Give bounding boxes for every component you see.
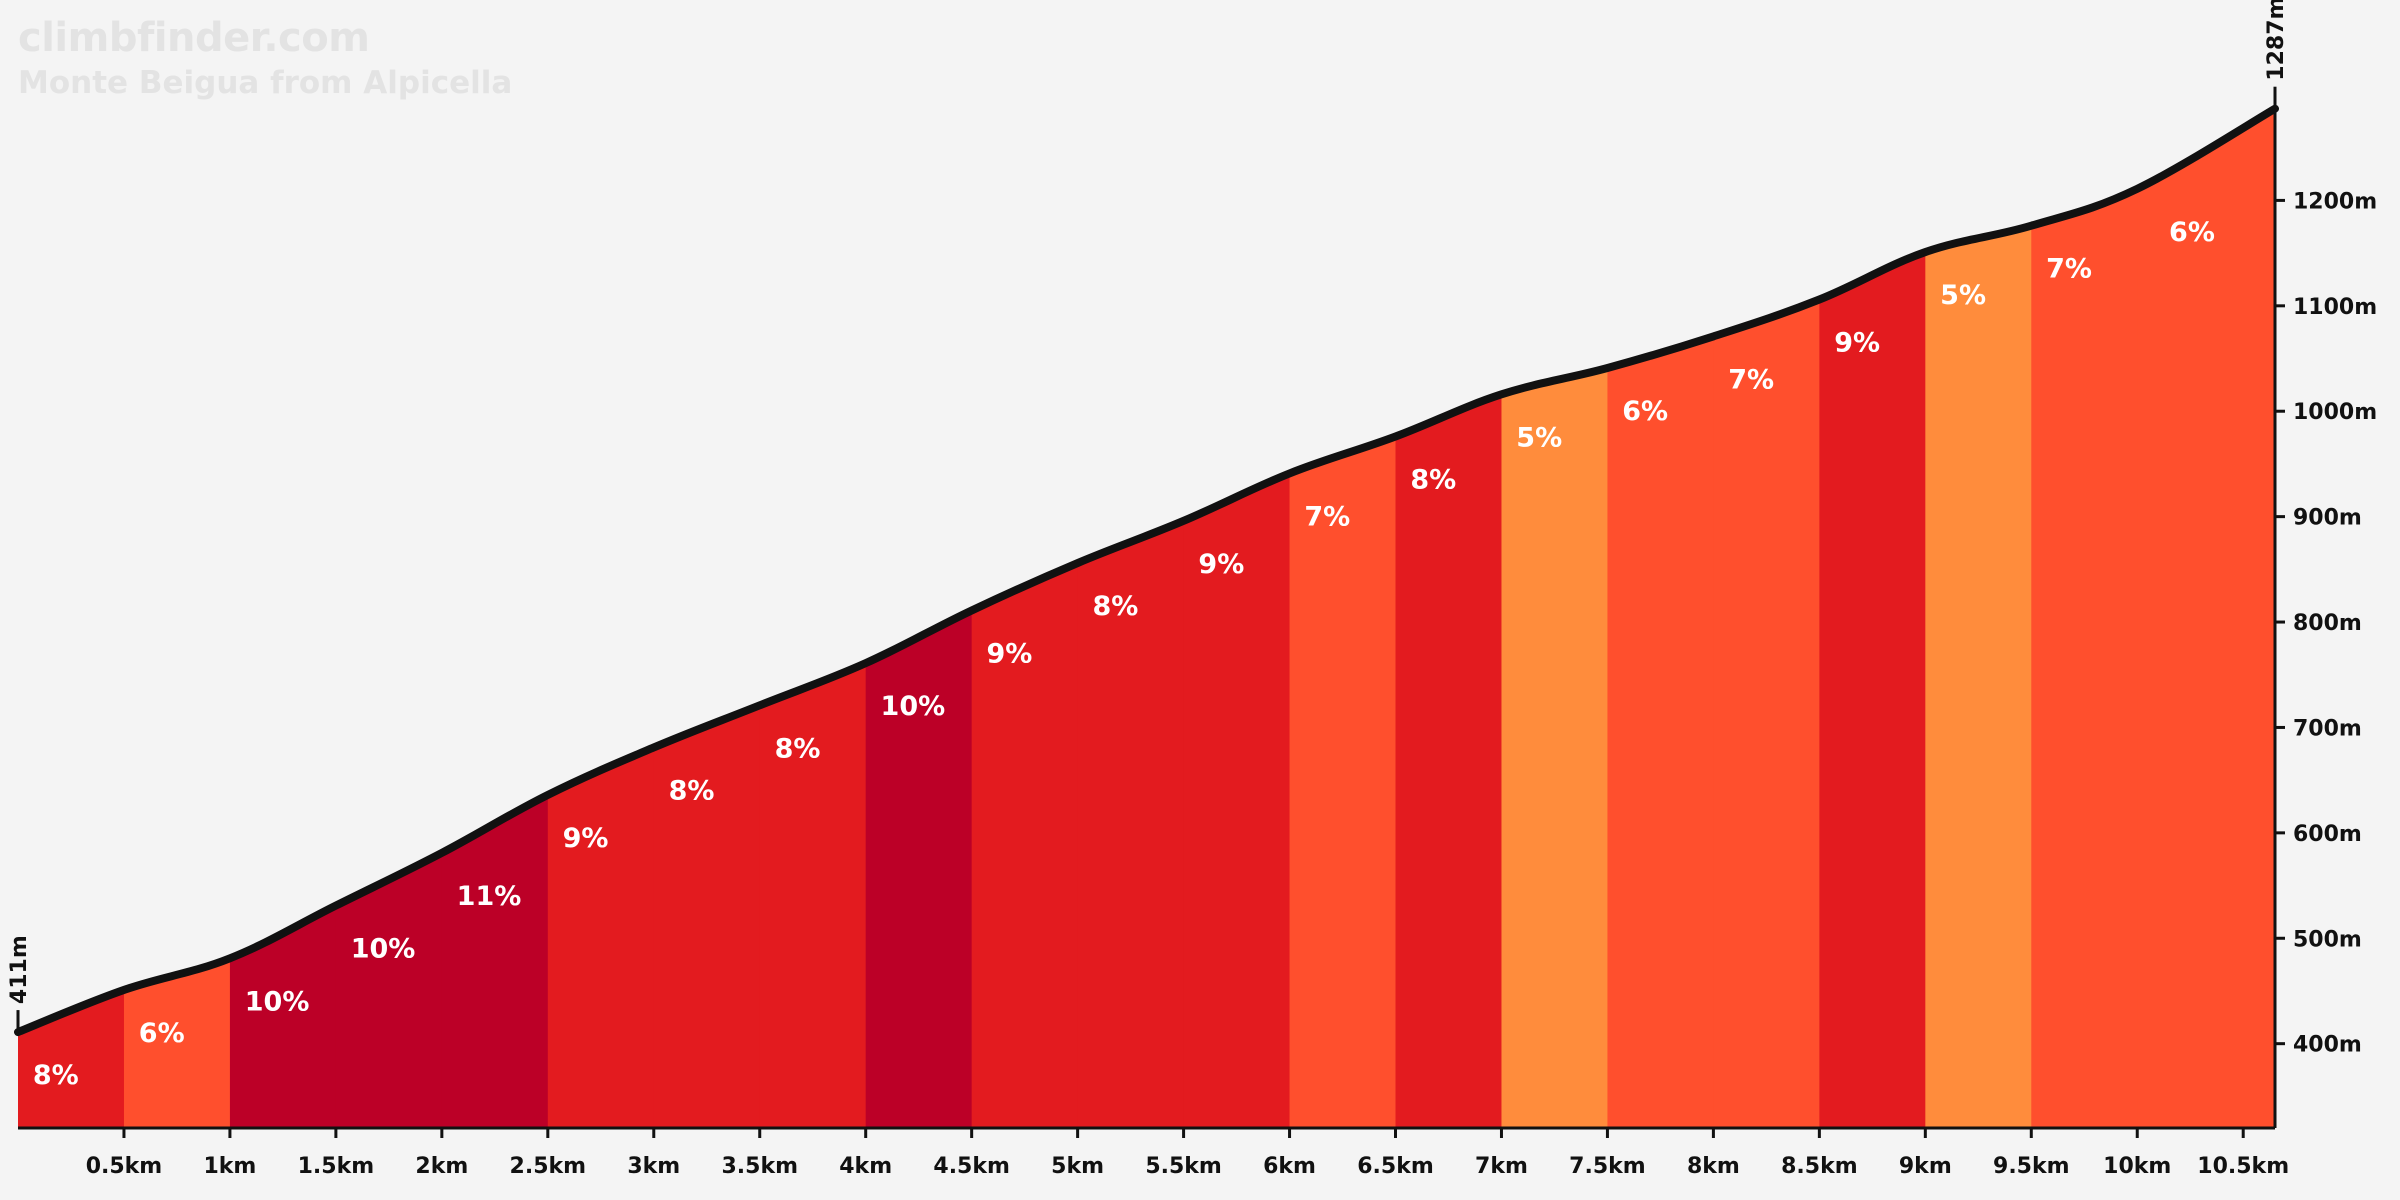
end-elevation-label: 1287m bbox=[2264, 0, 2289, 81]
grade-segment-7 bbox=[653, 108, 761, 1128]
x-tick-label: 6km bbox=[1263, 1154, 1316, 1179]
labels: 411m 1287m 8% 6% 10% 10% 11% 9% 8% 8% 10% 9% 8% 9% 7% 8… bbox=[7, 0, 2289, 1091]
grade-segment-4 bbox=[335, 108, 443, 1128]
y-tick-label: 500m bbox=[2293, 927, 2362, 952]
start-elevation-label: 411m bbox=[7, 935, 32, 1004]
grade-segment-3 bbox=[229, 108, 337, 1128]
grade-segment-8 bbox=[759, 108, 867, 1128]
x-tick-label: 8km bbox=[1687, 1154, 1740, 1179]
grade-label: 10% bbox=[245, 986, 310, 1017]
grade-segment-17 bbox=[1713, 108, 1820, 1128]
y-tick-label: 700m bbox=[2293, 716, 2362, 741]
grade-label: 8% bbox=[775, 733, 821, 764]
grade-segment-2 bbox=[123, 108, 231, 1128]
grade-label: 7% bbox=[1304, 501, 1350, 532]
grade-label: 7% bbox=[2046, 254, 2092, 285]
x-tick-label: 8.5km bbox=[1781, 1154, 1858, 1179]
x-tick-label: 9km bbox=[1899, 1154, 1952, 1179]
grade-segment-18 bbox=[1819, 108, 1926, 1128]
grade-segment-21 bbox=[2137, 108, 2275, 1128]
y-tick-label: 1100m bbox=[2293, 295, 2377, 320]
grade-label: 8% bbox=[33, 1060, 79, 1091]
grade-segment-16 bbox=[1607, 108, 1714, 1128]
grade-label: 10% bbox=[881, 691, 946, 722]
y-tick-label: 1000m bbox=[2293, 400, 2377, 425]
y-tick-label: 800m bbox=[2293, 611, 2362, 636]
grade-label: 5% bbox=[1516, 422, 1562, 453]
x-tick-label: 1.5km bbox=[298, 1154, 375, 1179]
grade-segment-14 bbox=[1395, 108, 1502, 1128]
x-tick-label: 10km bbox=[2103, 1154, 2171, 1179]
profile-line bbox=[14, 104, 2279, 1037]
y-tick-label: 1200m bbox=[2293, 189, 2377, 214]
grade-label: 9% bbox=[563, 823, 609, 854]
axes: 0.5km 1km 1.5km 2km 2.5km 3km 3.5km 4km 4.5km 5km… bbox=[18, 90, 2377, 1179]
grade-label: 9% bbox=[1198, 549, 1244, 580]
grade-segment-12 bbox=[1183, 108, 1291, 1128]
grade-segment-19 bbox=[1925, 108, 2032, 1128]
x-tick-label: 5.5km bbox=[1145, 1154, 1222, 1179]
climb-title: Monte Beigua from Alpicella bbox=[18, 65, 513, 101]
x-tick-label: 2km bbox=[415, 1154, 468, 1179]
profile-line-group bbox=[14, 104, 2279, 1037]
grade-label: 8% bbox=[669, 775, 715, 806]
grade-label: 8% bbox=[1092, 591, 1138, 622]
y-tick-label: 900m bbox=[2293, 506, 2362, 531]
grade-label: 5% bbox=[1940, 280, 1986, 311]
x-tick-label: 9.5km bbox=[1993, 1154, 2070, 1179]
x-tick-label: 6.5km bbox=[1357, 1154, 1434, 1179]
grade-segment-15 bbox=[1501, 108, 1608, 1128]
x-tick-label: 3km bbox=[627, 1154, 680, 1179]
x-tick-label: 3.5km bbox=[721, 1154, 798, 1179]
grade-label: 11% bbox=[457, 881, 522, 912]
grade-segment-9 bbox=[865, 108, 973, 1128]
grade-label: 9% bbox=[1834, 327, 1880, 358]
y-tick-label: 600m bbox=[2293, 822, 2362, 847]
grade-label: 8% bbox=[1410, 465, 1456, 496]
y-tick-label: 400m bbox=[2293, 1033, 2362, 1058]
grade-label: 6% bbox=[139, 1018, 185, 1049]
x-tick-label: 10.5km bbox=[2197, 1154, 2289, 1179]
x-tick-label: 4km bbox=[839, 1154, 892, 1179]
x-tick-label: 1km bbox=[203, 1154, 256, 1179]
grade-segments bbox=[18, 108, 2275, 1128]
x-tick-label: 7km bbox=[1475, 1154, 1528, 1179]
x-tick-label: 7.5km bbox=[1569, 1154, 1646, 1179]
watermark: climbfinder.com Monte Beigua from Alpice… bbox=[18, 18, 512, 99]
grade-label: 10% bbox=[351, 934, 416, 965]
site-name: climbfinder.com bbox=[18, 15, 370, 61]
grade-label: 7% bbox=[1728, 364, 1774, 395]
grade-segment-1 bbox=[18, 108, 125, 1128]
x-tick-label: 5km bbox=[1051, 1154, 1104, 1179]
grade-segment-5 bbox=[441, 108, 549, 1128]
grade-label: 6% bbox=[1622, 396, 1668, 427]
grade-segment-13 bbox=[1289, 108, 1397, 1128]
x-tick-label: 0.5km bbox=[86, 1154, 163, 1179]
x-tick-label: 2.5km bbox=[510, 1154, 587, 1179]
grade-label: 9% bbox=[986, 638, 1032, 669]
grade-segment-20 bbox=[2031, 108, 2138, 1128]
x-tick-label: 4.5km bbox=[933, 1154, 1010, 1179]
grade-label: 6% bbox=[2169, 217, 2215, 248]
grade-segment-6 bbox=[547, 108, 655, 1128]
